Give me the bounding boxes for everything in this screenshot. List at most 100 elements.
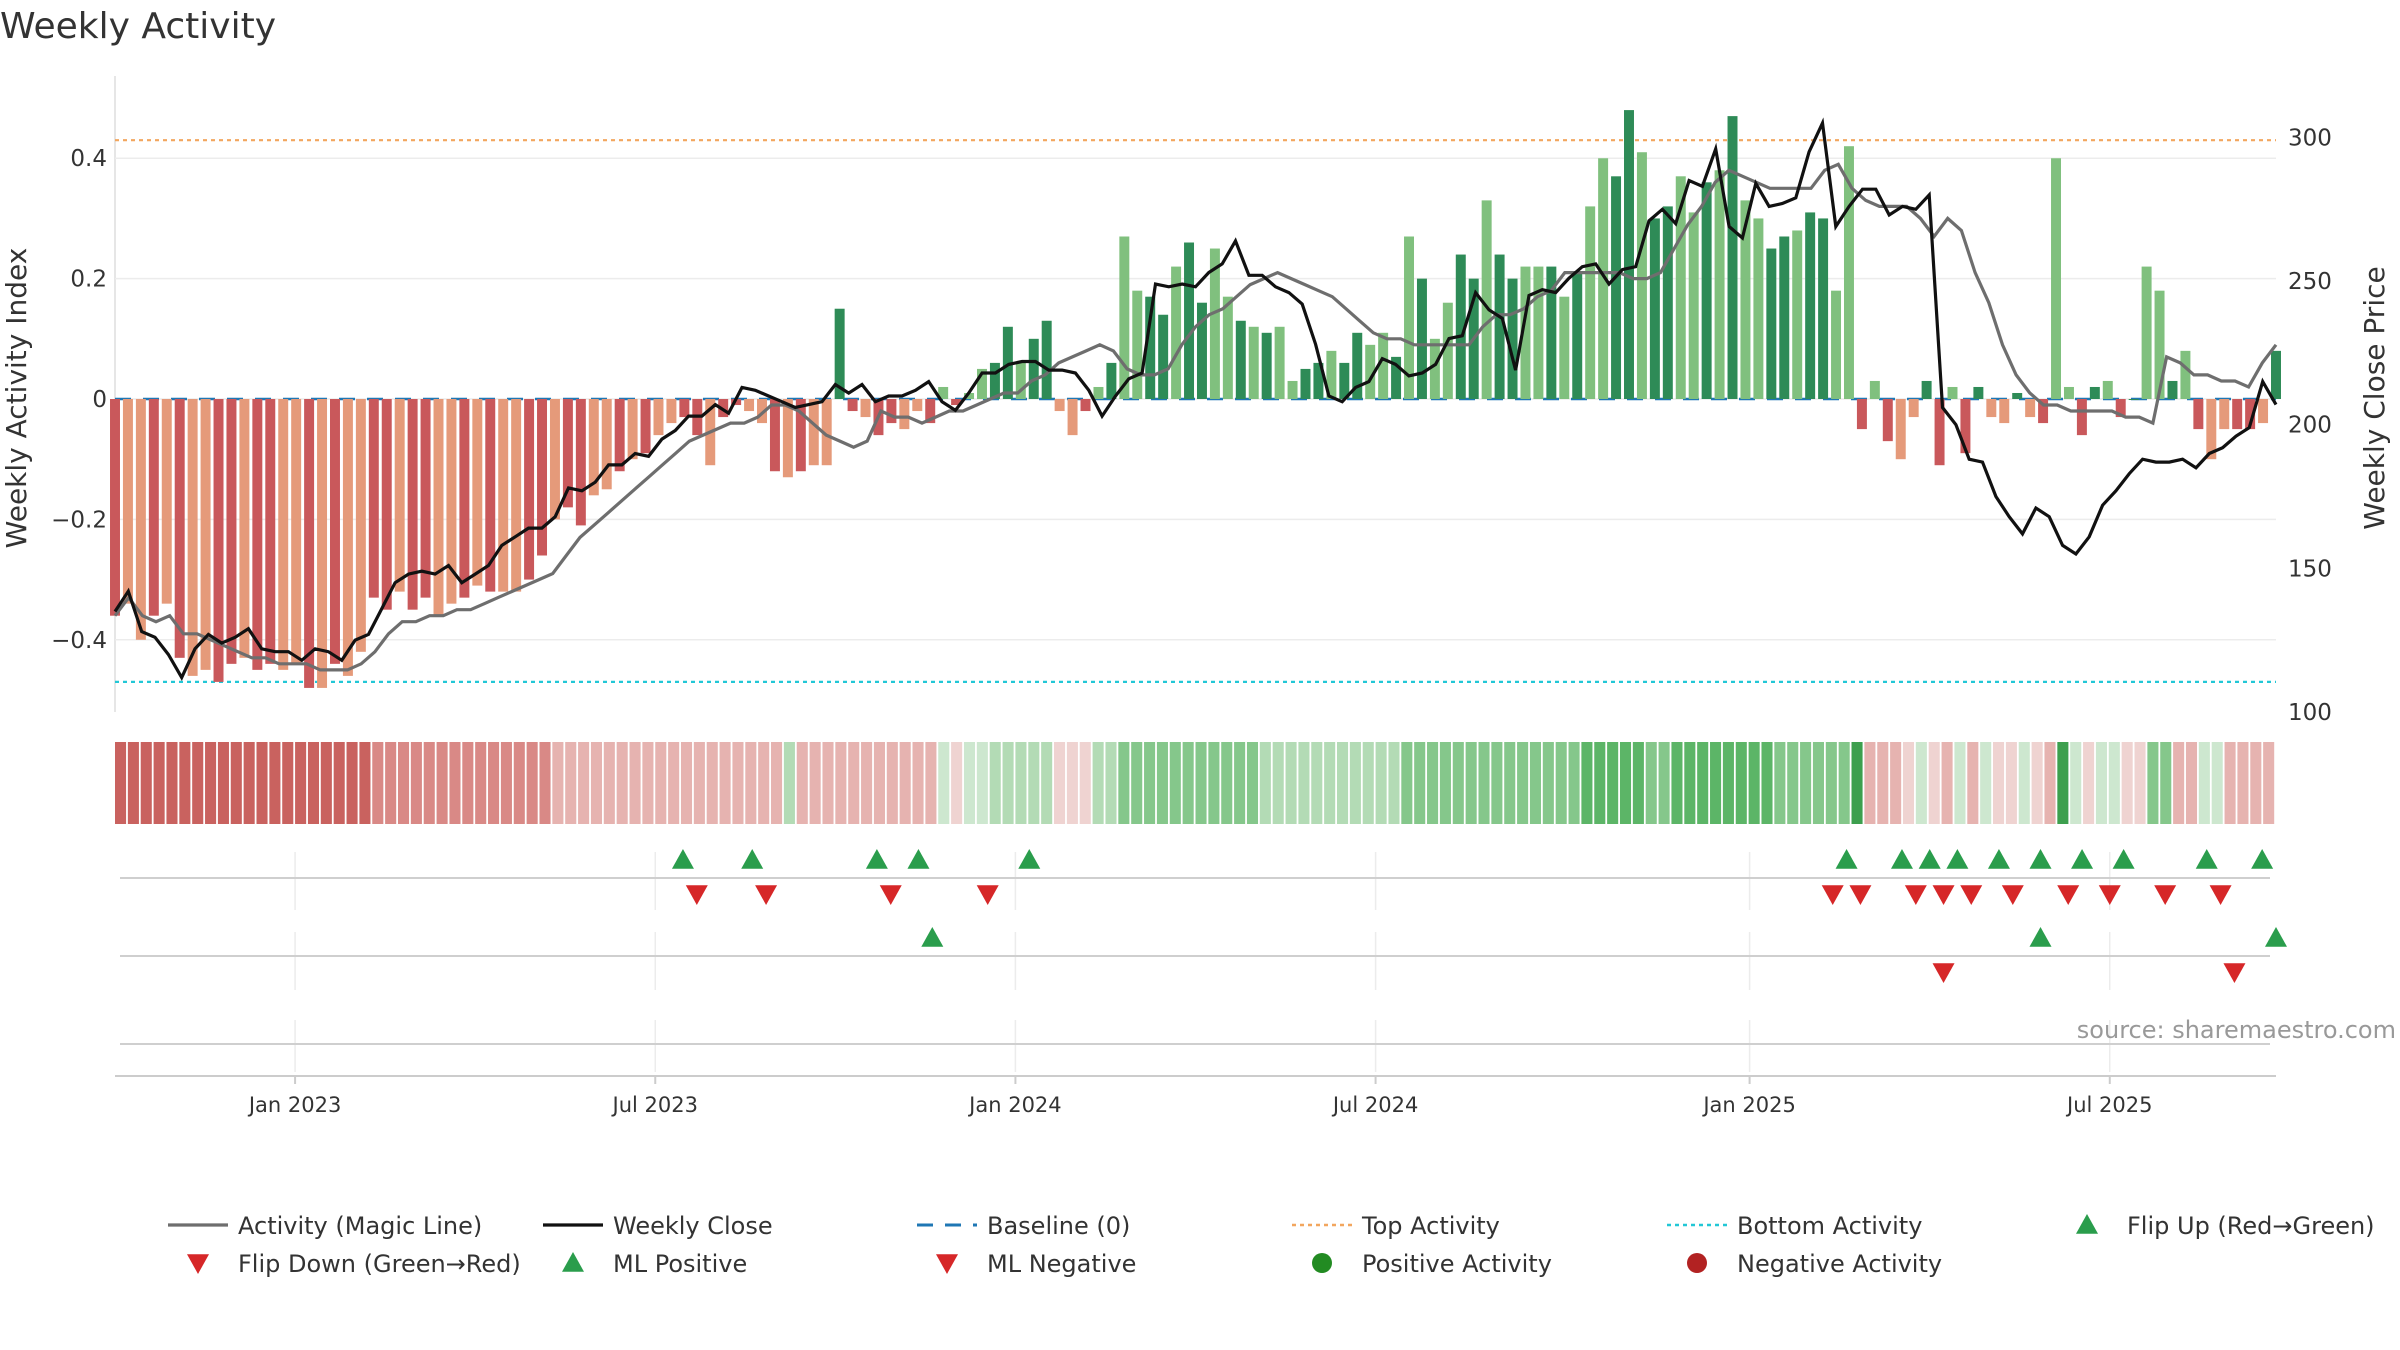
strip-cell — [1825, 742, 1837, 824]
strip-cell — [2134, 742, 2146, 824]
strip-cell — [449, 742, 461, 824]
activity-bar — [459, 399, 470, 598]
activity-bar — [2271, 350, 2281, 400]
activity-bar — [1908, 399, 1919, 418]
strip-cell — [1838, 742, 1850, 824]
strip-cell — [680, 742, 693, 824]
activity-bar — [2193, 399, 2204, 430]
strip-cell — [758, 742, 770, 824]
left-tick-label: 0.4 — [70, 146, 107, 172]
strip-cell — [822, 742, 834, 824]
left-y-axis-label: Weekly Activity Index — [0, 248, 33, 549]
strip-cell — [963, 742, 976, 824]
activity-bar — [1054, 399, 1065, 412]
legend-label: Flip Up (Red→Green) — [2127, 1212, 2375, 1240]
activity-bar — [549, 399, 560, 520]
strip-cell — [771, 742, 783, 824]
strip-cell — [346, 742, 358, 824]
chart-title: Weekly Activity — [0, 6, 276, 47]
activity-bar — [1481, 200, 1492, 400]
strip-cell — [578, 742, 590, 824]
activity-bar — [1869, 380, 1880, 400]
strip-cell — [1092, 742, 1104, 824]
strip-cell — [1182, 742, 1194, 824]
legend-label: ML Negative — [987, 1250, 1136, 1278]
activity-bar — [860, 399, 871, 418]
strip-cell — [436, 742, 448, 824]
strip-cell — [1684, 742, 1696, 824]
strip-cell — [153, 742, 165, 824]
strip-cell — [2044, 742, 2056, 824]
activity-bar — [1404, 236, 1414, 400]
flip-down-marker — [1821, 885, 1844, 905]
activity-bar — [1831, 290, 1842, 400]
activity-bar — [1559, 296, 1570, 400]
activity-bar — [342, 399, 353, 676]
activity-bar — [2076, 399, 2087, 436]
legend-label: ML Positive — [613, 1250, 747, 1278]
flip-up-marker — [907, 849, 930, 869]
strip-cell — [513, 742, 525, 824]
strip-cell — [1722, 742, 1734, 824]
activity-bar — [1002, 326, 1013, 400]
strip-cell — [1041, 742, 1053, 824]
activity-bar — [161, 399, 172, 604]
strip-cell — [1298, 742, 1310, 824]
right-tick-label: 200 — [2288, 413, 2332, 439]
flip-up-marker — [2195, 849, 2218, 869]
activity-bar — [1067, 399, 1078, 436]
flip-down-marker — [976, 885, 999, 905]
activity-bar — [252, 399, 263, 670]
strip-cell — [1851, 742, 1863, 824]
activity-bar — [989, 362, 1000, 400]
flip-up-marker — [2112, 849, 2135, 869]
flip-up-marker — [865, 849, 888, 869]
strip-cell — [359, 742, 371, 824]
strip-cell — [397, 742, 410, 824]
activity-bar — [1196, 302, 1207, 400]
flip-down-marker — [2098, 885, 2121, 905]
activity-bar — [2180, 350, 2191, 400]
strip-cell — [1234, 742, 1246, 824]
activity-bar — [135, 399, 146, 640]
strip-cell — [565, 742, 577, 824]
legend-label: Activity (Magic Line) — [238, 1212, 482, 1240]
activity-bar — [433, 399, 444, 616]
activity-bar — [1636, 152, 1647, 400]
strip-cell — [385, 742, 397, 824]
strip-cell — [1890, 742, 1902, 824]
strip-cell — [1568, 742, 1580, 824]
flip-up-marker — [1018, 849, 1041, 869]
strip-cell — [1465, 742, 1477, 824]
flip-down-marker — [2001, 885, 2024, 905]
strip-cell — [1864, 742, 1876, 824]
flip-down-marker — [2057, 885, 2080, 905]
x-tick-label: Jul 2023 — [611, 1093, 698, 1117]
legend-swatch — [936, 1254, 958, 1274]
strip-cell — [2263, 742, 2275, 824]
strip-cell — [1658, 742, 1670, 824]
strip-cell — [2095, 742, 2107, 824]
activity-bar — [2012, 392, 2023, 400]
activity-bar — [1429, 338, 1440, 400]
right-tick-label: 250 — [2288, 269, 2332, 295]
strip-cell — [1697, 742, 1709, 824]
weekly-close-line — [113, 117, 2278, 681]
activity-bar — [304, 399, 315, 688]
left-tick-label: 0.2 — [70, 267, 107, 293]
strip-cell — [526, 742, 538, 824]
activity-bar — [744, 399, 755, 412]
legend-label: Bottom Activity — [1737, 1212, 1922, 1240]
strip-cell — [256, 742, 268, 824]
activity-bar — [1080, 399, 1091, 412]
strip-cell — [1324, 742, 1336, 824]
activity-bar — [1882, 399, 1893, 442]
activity-bar — [1184, 242, 1195, 400]
activity-bar — [1572, 272, 1583, 400]
activity-bar — [200, 399, 211, 670]
activity-bar — [1999, 399, 2010, 424]
ml-positive-marker — [2029, 927, 2052, 947]
strip-cell — [1555, 742, 1567, 824]
x-tick-label: Jan 2024 — [967, 1093, 1062, 1117]
activity-bar — [110, 399, 120, 616]
